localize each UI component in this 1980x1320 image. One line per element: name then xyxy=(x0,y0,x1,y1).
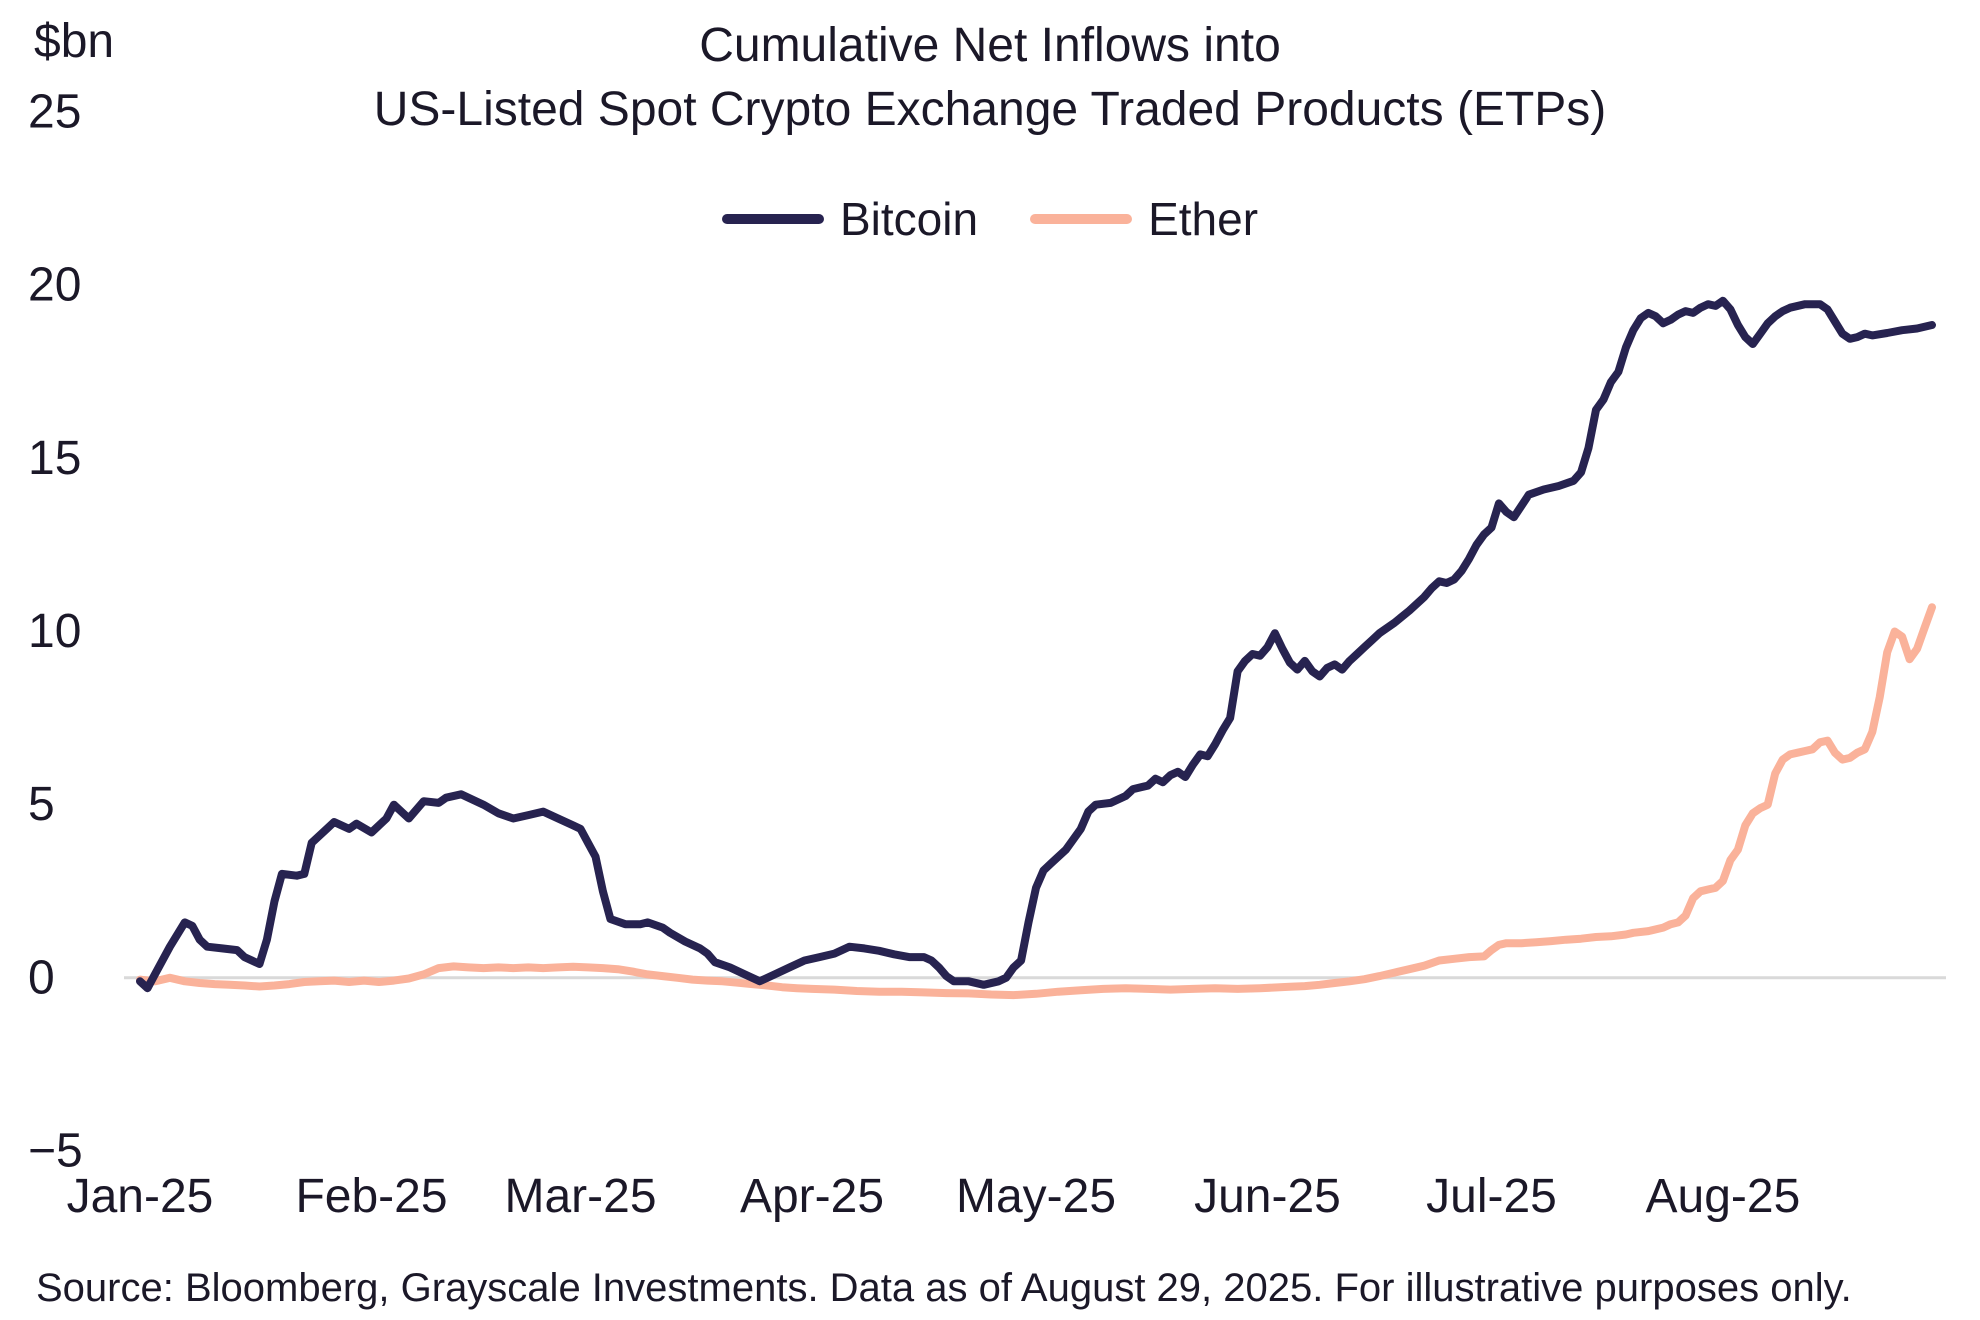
ether-line-swatch xyxy=(1030,214,1133,224)
x-tick-label: Feb-25 xyxy=(295,1170,447,1223)
legend-item-ether: Ether xyxy=(1030,192,1258,246)
legend: Bitcoin Ether xyxy=(0,192,1980,246)
x-tick-label: Jul-25 xyxy=(1426,1170,1557,1223)
legend-label-bitcoin: Bitcoin xyxy=(839,193,979,245)
legend-label-ether: Ether xyxy=(1148,193,1259,245)
y-tick-label: 5 xyxy=(28,778,55,831)
source-note: Source: Bloomberg, Grayscale Investments… xyxy=(36,1266,1852,1310)
x-tick-label: Jun-25 xyxy=(1194,1170,1341,1223)
legend-item-bitcoin: Bitcoin xyxy=(721,192,979,246)
x-tick-label: May-25 xyxy=(956,1170,1116,1223)
x-tick-label: Aug-25 xyxy=(1646,1170,1801,1223)
y-tick-label: 10 xyxy=(28,605,81,658)
y-tick-label: 0 xyxy=(28,951,55,1004)
line-bitcoin xyxy=(136,296,1936,993)
y-tick-label: −5 xyxy=(28,1125,83,1178)
chart-title-line2: US-Listed Spot Crypto Exchange Traded Pr… xyxy=(373,83,1607,136)
y-tick-label: 20 xyxy=(28,259,81,312)
x-tick-label: Mar-25 xyxy=(504,1170,656,1223)
line-ether xyxy=(136,603,1936,1000)
y-tick-label: 25 xyxy=(28,86,81,139)
chart-title: Cumulative Net Inflows into US-Listed Sp… xyxy=(0,14,1980,142)
x-tick-label: Apr-25 xyxy=(740,1170,884,1223)
y-tick-label: 15 xyxy=(28,432,81,485)
x-tick-label: Jan-25 xyxy=(67,1170,214,1223)
y-axis-unit-label: $bn xyxy=(34,15,115,68)
chart-title-line1: Cumulative Net Inflows into xyxy=(699,19,1281,72)
bitcoin-line-swatch xyxy=(721,214,824,224)
